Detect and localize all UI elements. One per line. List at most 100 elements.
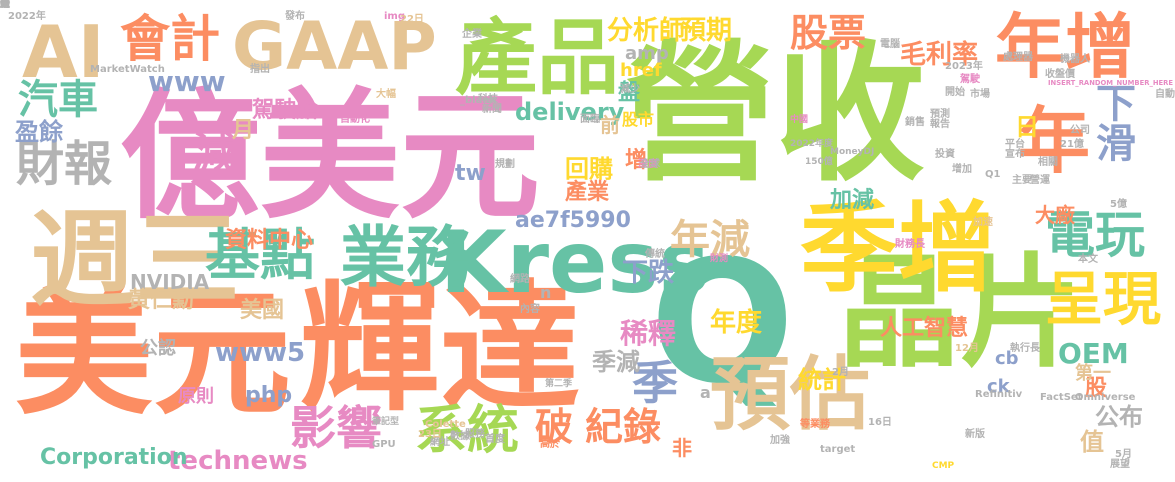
word-72: amp <box>625 43 669 64</box>
word-5: 晶片 <box>838 242 1082 384</box>
word-112: 駕駛 <box>960 74 980 85</box>
word-113: 21億 <box>1060 139 1084 150</box>
word-142: 首度 <box>485 434 505 445</box>
word-119: 網址 <box>430 437 450 448</box>
word-68: 值 <box>1080 428 1104 456</box>
word-85: 大幅 <box>376 89 396 100</box>
word-47: 美國 <box>240 298 285 323</box>
word-33: 分析師 <box>607 16 686 46</box>
word-123: 傳統 <box>645 249 665 260</box>
word-117: 財務長 <box>895 239 925 250</box>
word-57: 大廠 <box>1035 203 1075 227</box>
word-6: Q <box>650 224 795 422</box>
word-2: 億美元 <box>120 76 541 239</box>
word-79: 2022年 <box>8 11 46 22</box>
word-144: 23日 <box>418 429 442 440</box>
word-109: 2023年 <box>945 61 983 72</box>
word-118: 16日 <box>868 417 892 428</box>
word-127: 等業務 <box>800 419 830 430</box>
word-20: 會計 <box>120 10 220 68</box>
word-7: 季增 <box>800 192 997 306</box>
word-62: 季減 <box>592 348 640 376</box>
word-24: 系統 <box>415 401 520 461</box>
word-150: 報告 <box>930 119 950 130</box>
word-152: 內容 <box>520 304 540 315</box>
word-59: 稀釋 <box>620 317 677 350</box>
word-126: 高於 <box>540 439 560 450</box>
word-77: n <box>540 283 552 302</box>
word-43: NVIDIA <box>130 270 210 294</box>
word-147: 5月 <box>1115 449 1132 460</box>
word-1: 營收 <box>625 28 926 202</box>
word-133: 平台 <box>1005 139 1025 150</box>
word-42: ae7f5990 <box>515 208 631 233</box>
word-9: GAAP <box>232 8 437 85</box>
word-54: 盤 <box>614 80 639 102</box>
word-122: 新版 <box>965 429 985 440</box>
word-89: 面臨 <box>580 114 600 125</box>
word-141: 減少 <box>620 84 640 95</box>
word-120: 數據 <box>450 431 470 442</box>
word-139: 營運 <box>1030 175 1050 186</box>
word-12: 年增 <box>995 6 1135 88</box>
word-128: 加強 <box>770 435 790 446</box>
word-93: FactSet <box>1040 392 1083 403</box>
word-63: 統計 <box>798 366 846 394</box>
word-19: 電玩 <box>1045 206 1145 264</box>
word-39: Corporation <box>40 445 188 470</box>
word-105: 執行長 <box>1010 343 1040 354</box>
word-48: 盈餘 <box>15 118 63 146</box>
word-116: 加速 <box>973 217 993 228</box>
word-88: 新聞 <box>482 104 502 115</box>
word-111: 電腦 <box>880 39 900 50</box>
word-29: 年減 <box>670 217 750 263</box>
word-32: 預期 <box>680 16 733 46</box>
word-75: cb <box>995 348 1019 369</box>
word-69: 非 <box>672 436 692 460</box>
word-31: 股票 <box>790 11 867 55</box>
word-58: 日 <box>1015 113 1039 141</box>
word-138: 主要 <box>1012 175 1032 186</box>
word-25: 影響 <box>290 401 382 455</box>
word-114: 自動化 <box>340 114 370 125</box>
word-35: www <box>148 65 226 98</box>
word-103: target <box>820 444 856 455</box>
word-157: 跌 <box>0 0 10 10</box>
word-115: 財測 <box>710 254 729 264</box>
word-101: 2022年度 <box>790 139 834 149</box>
word-71: 原則 <box>178 386 214 407</box>
word-125: 服務 <box>465 429 485 440</box>
word-153: 全球 <box>640 159 660 170</box>
word-45: 駕駛艙 <box>252 98 319 123</box>
word-30: 下滑 <box>1089 82 1135 162</box>
word-137: 公司 <box>1070 125 1090 136</box>
word-131: 預測 <box>930 109 950 120</box>
word-148: 自動 <box>1155 89 1175 100</box>
word-70: 公認 <box>140 338 176 359</box>
word-3: 美元 <box>15 273 292 434</box>
word-146: Q1 <box>985 169 1001 180</box>
word-130: 投資 <box>935 149 955 160</box>
word-121: 深度 <box>638 159 658 170</box>
word-65: 公布 <box>1095 403 1143 431</box>
word-145: 5億 <box>1110 199 1127 210</box>
word-80: 發布 <box>285 11 305 22</box>
word-44: 資料中心 <box>225 228 314 253</box>
word-84: 指出 <box>250 64 270 75</box>
word-46: 黃仁勳 <box>128 288 195 313</box>
word-17: 呈現 <box>1045 265 1162 333</box>
word-151: 網路 <box>510 274 530 285</box>
word-16: 預估 <box>710 348 870 441</box>
word-99: MoneyDJ <box>830 147 875 157</box>
word-108: 機器人 <box>1060 54 1090 65</box>
word-23: 減 <box>193 128 236 177</box>
word-66: 股 <box>1085 376 1108 401</box>
word-86: _blank <box>460 95 497 106</box>
word-51: 回購 <box>565 155 613 183</box>
word-64: 人工智慧 <box>880 316 969 341</box>
word-107: 處理器 <box>1003 52 1033 63</box>
word-73: href <box>620 60 662 81</box>
word-13: Kress <box>440 213 710 313</box>
word-156: 近 <box>0 0 10 10</box>
